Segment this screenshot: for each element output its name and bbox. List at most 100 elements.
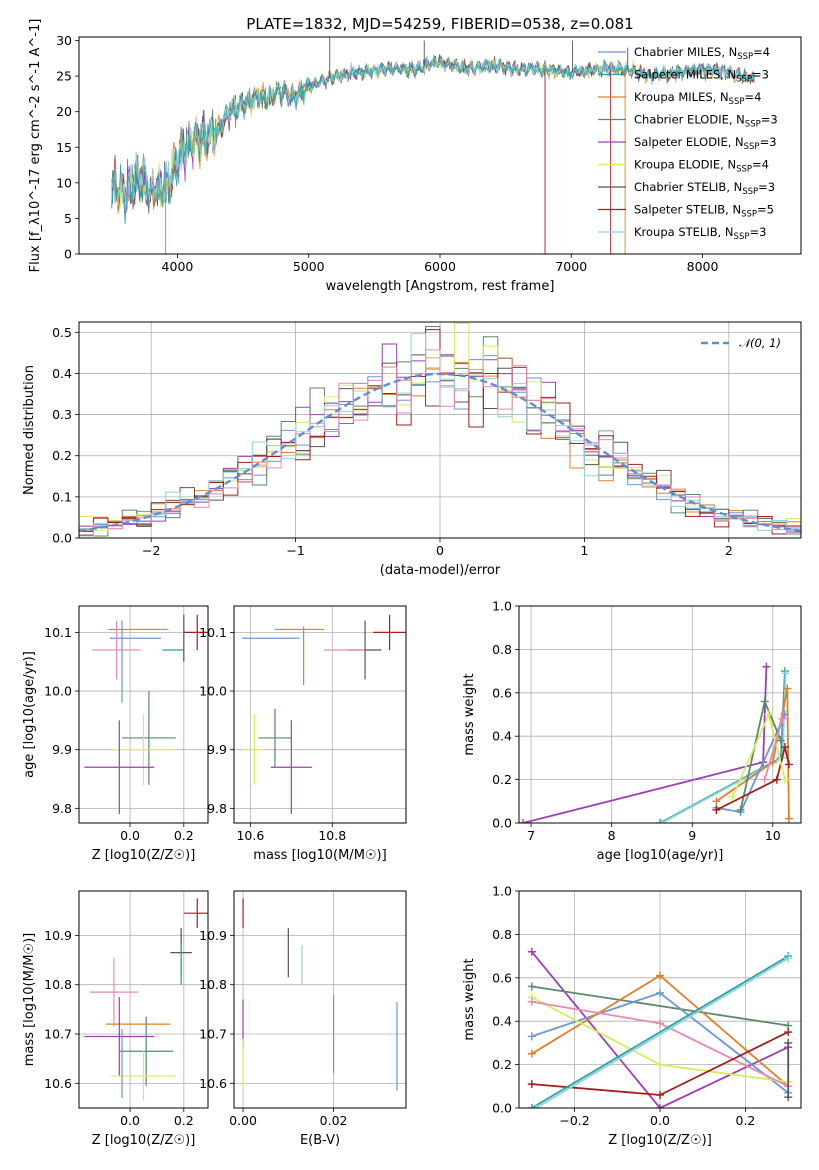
x-tick-label: 4000 bbox=[162, 259, 194, 274]
y-tick-label: 10.0 bbox=[199, 684, 227, 699]
plot-area bbox=[79, 322, 801, 538]
y-tick-label: 0.0 bbox=[52, 531, 72, 546]
weight-marker bbox=[784, 954, 793, 963]
errorbar-point bbox=[111, 1051, 176, 1101]
y-tick-label: 0.4 bbox=[492, 1014, 512, 1029]
x-tick-label: 9 bbox=[688, 828, 696, 843]
y-tick-label: 0.4 bbox=[52, 366, 72, 381]
x-tick-label: 5000 bbox=[293, 259, 325, 274]
x-tick-label: 8 bbox=[608, 828, 616, 843]
weight-marker bbox=[780, 775, 789, 784]
weight-series bbox=[784, 1038, 793, 1102]
errorbar-point bbox=[92, 620, 141, 680]
weight-marker bbox=[657, 819, 666, 823]
legend-entry: Salpeter ELODIE, NSSP=3 bbox=[598, 135, 777, 152]
axes-frame bbox=[78, 605, 209, 824]
y-tick-label: 10.1 bbox=[44, 625, 72, 640]
weight-series bbox=[656, 667, 789, 823]
x-axis-label: Z [log10(Z/Z☉)] bbox=[92, 848, 196, 863]
weight-marker bbox=[783, 684, 792, 693]
weight-marker bbox=[527, 982, 536, 991]
weight-marker bbox=[784, 1038, 793, 1047]
legend-entry: Chabrier ELODIE, NSSP=3 bbox=[598, 113, 778, 130]
weight-series bbox=[728, 710, 789, 801]
panel-age-vs-Z: 0.0 0.2 9.8 9.9 10.0 10.1 Z [log10(Z/Z☉)] age [… bbox=[22, 605, 209, 863]
errorbar-point bbox=[242, 714, 267, 785]
weight-line bbox=[763, 718, 784, 780]
errorbar-point bbox=[84, 997, 155, 1076]
axes-frame bbox=[78, 36, 802, 255]
weight-line bbox=[531, 955, 789, 1108]
x-tick-label: 0.02 bbox=[320, 1113, 348, 1128]
y-axis-label: mass [log10(M/M☉)] bbox=[22, 933, 37, 1066]
legend-entry: Salpeter MILES, NSSP=3 bbox=[598, 68, 769, 85]
x-tick-label: 6000 bbox=[424, 259, 456, 274]
plot-area bbox=[242, 614, 406, 815]
errorbar-point bbox=[373, 614, 406, 650]
x-axis-label: (data-model)/error bbox=[380, 563, 501, 578]
y-tick-label: 0.1 bbox=[52, 489, 72, 504]
x-tick-label: 0.0 bbox=[120, 1113, 140, 1128]
legend-label: Chabrier STELIB, NSSP=3 bbox=[634, 180, 775, 197]
weight-marker bbox=[527, 1104, 536, 1108]
y-axis-label: Flux [f_λ10^-17 erg cm^-2 s^-1 A^-1] bbox=[28, 19, 43, 273]
y-tick-label: 10.8 bbox=[199, 977, 227, 992]
y-tick-label: 0.2 bbox=[52, 448, 72, 463]
y-tick-label: 20 bbox=[56, 104, 72, 119]
weight-marker bbox=[656, 1019, 664, 1028]
y-tick-label: 0.6 bbox=[492, 970, 512, 985]
weight-marker bbox=[656, 971, 664, 980]
y-tick-label: 10.7 bbox=[199, 1027, 227, 1042]
weight-series bbox=[760, 714, 787, 784]
y-tick-label: 10.7 bbox=[44, 1027, 72, 1042]
weight-marker bbox=[656, 1060, 664, 1069]
panel-mass-vs-EBV: 0.00 0.02 10.6 10.7 10.8 10.9 E(B-V) bbox=[199, 890, 407, 1148]
weight-marker bbox=[527, 947, 536, 956]
weight-line bbox=[522, 666, 768, 823]
weight-marker bbox=[762, 662, 771, 671]
x-tick-label: 0 bbox=[436, 543, 444, 558]
legend-label: Salpeter STELIB, NSSP=5 bbox=[634, 203, 774, 220]
y-tick-label: 10.8 bbox=[44, 977, 72, 992]
errorbar-point bbox=[119, 1016, 174, 1086]
legend-label: Salpeter MILES, NSSP=3 bbox=[634, 68, 769, 85]
weight-marker bbox=[760, 697, 769, 706]
weight-marker bbox=[656, 1104, 664, 1108]
axes-frame bbox=[518, 605, 802, 824]
y-tick-label: 10 bbox=[56, 175, 72, 190]
figure-title: PLATE=1832, MJD=54259, FIBERID=0538, z=0… bbox=[246, 15, 633, 33]
errorbar-point bbox=[183, 898, 208, 928]
y-axis-label: age [log10(age/yr)] bbox=[22, 651, 37, 778]
errorbar-point bbox=[111, 714, 176, 785]
x-axis-label: Z [log10(Z/Z☉)] bbox=[92, 1133, 196, 1148]
x-tick-label: 0.0 bbox=[120, 828, 140, 843]
y-tick-label: 25 bbox=[56, 69, 72, 84]
weight-marker bbox=[784, 1028, 793, 1037]
weight-marker bbox=[780, 743, 789, 752]
weight-marker bbox=[527, 1032, 536, 1041]
y-tick-label: 9.9 bbox=[207, 742, 227, 757]
panel-massweight-vs-Z: −0.2 0.0 0.2 0.0 0.2 0.4 0.6 0.8 1.0 Z [log10(Z/Z… bbox=[462, 884, 802, 1148]
weight-marker bbox=[764, 710, 773, 719]
x-tick-label: 0.0 bbox=[650, 1113, 670, 1128]
panels: 4000 5000 6000 7000 8000051015202530waveleng… bbox=[22, 19, 802, 1148]
weight-series bbox=[736, 697, 785, 814]
weight-marker bbox=[527, 997, 536, 1006]
weight-line bbox=[661, 673, 787, 823]
y-tick-label: 9.9 bbox=[52, 742, 72, 757]
y-tick-label: 1.0 bbox=[492, 599, 512, 614]
y-tick-label: 0.6 bbox=[492, 685, 512, 700]
panel-age-vs-mass: 10.6 10.8 9.8 9.9 10.0 10.1 mass [log10(M/M☉)] bbox=[199, 605, 407, 863]
x-tick-label: 7 bbox=[527, 828, 535, 843]
plot-area bbox=[527, 947, 793, 1108]
legend-label: Chabrier ELODIE, NSSP=3 bbox=[634, 113, 778, 130]
legend-entry: Kroupa ELODIE, NSSP=4 bbox=[598, 158, 769, 175]
y-tick-label: 0.2 bbox=[492, 772, 512, 787]
panel-massweight-vs-age: 7 8 9 10 0.0 0.2 0.4 0.6 0.8 1.0 age [log10(age/yr… bbox=[462, 599, 802, 863]
y-tick-label: 0.3 bbox=[52, 407, 72, 422]
x-tick-label: 7000 bbox=[555, 259, 587, 274]
y-tick-label: 0.4 bbox=[492, 729, 512, 744]
x-tick-label: 0.00 bbox=[229, 1113, 257, 1128]
legend-entry: Kroupa STELIB, NSSP=3 bbox=[598, 225, 766, 242]
